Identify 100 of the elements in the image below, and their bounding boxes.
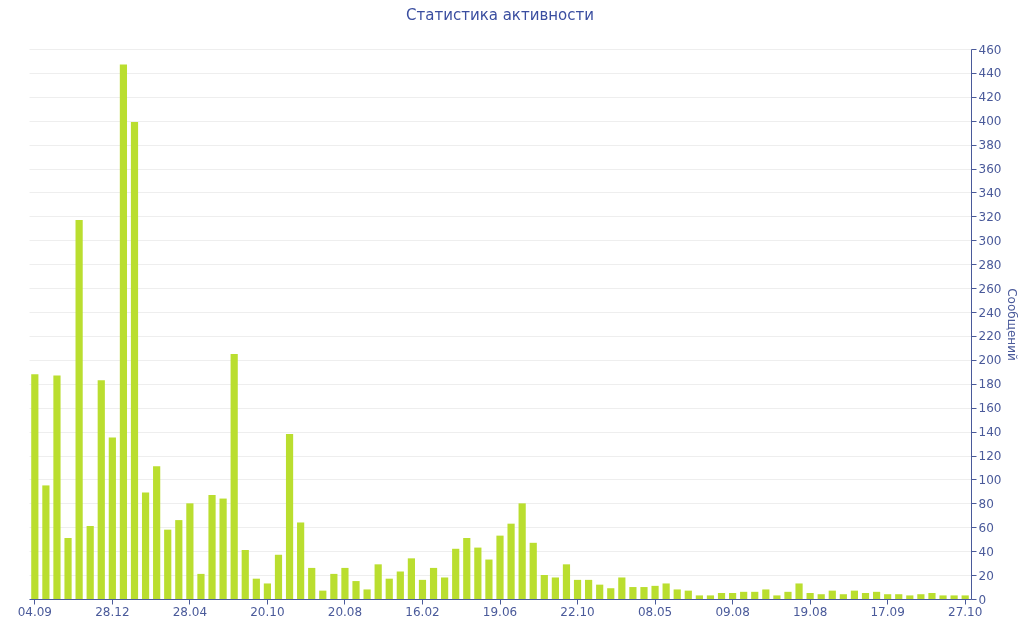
y-tick-label: 0: [978, 592, 987, 607]
bar: [706, 595, 715, 599]
bar: [53, 375, 61, 599]
bar: [141, 492, 150, 599]
bar: [640, 587, 648, 599]
bar: [396, 571, 404, 599]
bar: [130, 121, 139, 599]
bar: [618, 577, 626, 599]
bar: [939, 595, 947, 599]
bar: [208, 494, 216, 599]
bar: [308, 567, 316, 599]
bar: [507, 523, 515, 599]
bar: [717, 593, 726, 599]
bar: [441, 577, 449, 599]
bar: [230, 353, 238, 599]
bar: [906, 595, 914, 599]
bar: [773, 595, 781, 599]
bar: [42, 485, 50, 599]
y-tick-label: 260: [978, 281, 1002, 296]
bar: [108, 437, 116, 599]
bar: [418, 579, 427, 599]
bar: [728, 593, 737, 599]
bar: [673, 589, 681, 599]
bar: [872, 591, 881, 599]
bar: [496, 535, 504, 599]
bar: [97, 380, 105, 599]
y-tick-label: 40: [978, 544, 994, 559]
x-tick-label: 09.08: [715, 604, 750, 619]
bar: [518, 503, 526, 599]
bar: [861, 593, 870, 599]
bar: [64, 538, 72, 599]
bar: [407, 558, 415, 599]
bar: [186, 503, 194, 599]
bar: [651, 585, 659, 599]
bar: [153, 466, 161, 599]
bar: [961, 595, 969, 599]
y-tick-label: 420: [978, 90, 1002, 105]
bar: [551, 577, 559, 599]
bar: [285, 434, 294, 599]
bar: [585, 579, 593, 599]
bar: [363, 589, 371, 599]
bar: [839, 594, 847, 599]
bar: [695, 595, 703, 599]
bar: [374, 564, 382, 599]
bar: [319, 590, 327, 599]
y-tick-label: 120: [978, 449, 1002, 464]
y-tick-label: 460: [978, 42, 1002, 57]
bar: [452, 548, 460, 599]
y-tick-label: 180: [978, 377, 1002, 392]
x-tick-label: 22.10: [560, 604, 595, 619]
bar: [31, 374, 39, 599]
y-tick-label: 360: [978, 162, 1002, 177]
bar: [850, 590, 859, 599]
x-tick-label: 28.04: [172, 604, 208, 619]
x-tick-label: 28.12: [95, 604, 130, 619]
x-tick-label: 16.02: [405, 604, 440, 619]
y-tick-label: 220: [978, 329, 1002, 344]
y-tick-label: 240: [978, 305, 1002, 320]
chart-title: Статистика активности: [406, 6, 594, 24]
bar: [197, 573, 205, 599]
y-tick-label: 280: [978, 257, 1002, 272]
y-tick-label: 140: [978, 425, 1002, 440]
bar: [562, 564, 571, 599]
bar: [828, 590, 836, 599]
bar: [352, 581, 360, 599]
bar: [950, 595, 958, 599]
y-tick-label: 200: [978, 353, 1002, 368]
bar: [429, 567, 438, 599]
bar: [573, 579, 582, 599]
bar: [895, 594, 903, 599]
x-tick-label: 20.10: [250, 604, 285, 619]
bar: [662, 583, 670, 599]
bar: [740, 591, 748, 599]
bar: [806, 593, 814, 599]
y-tick-label: 160: [978, 401, 1002, 416]
x-tick-label: 04.09: [17, 604, 52, 619]
bar: [684, 590, 692, 599]
bar: [86, 526, 94, 599]
y-tick-label: 400: [978, 114, 1002, 129]
x-tick-label: 17.09: [870, 604, 905, 619]
y-tick-label: 340: [978, 185, 1002, 200]
bar: [164, 529, 172, 599]
x-tick-label: 08.05: [637, 604, 673, 619]
bar: [607, 588, 615, 599]
bar: [274, 554, 283, 599]
bar: [596, 584, 604, 599]
bar: [928, 593, 936, 599]
y-tick-label: 300: [978, 233, 1002, 248]
bar: [784, 591, 792, 599]
y-tick-label: 60: [978, 520, 994, 535]
bar: [241, 549, 249, 599]
bar: [540, 575, 548, 599]
bar: [529, 542, 537, 599]
x-tick-label: 27.10: [948, 604, 983, 619]
bar: [252, 578, 260, 599]
bar: [762, 589, 770, 599]
y-tick-label: 320: [978, 209, 1002, 224]
y-tick-label: 440: [978, 66, 1002, 81]
bar: [917, 594, 925, 599]
x-tick-label: 19.06: [482, 604, 518, 619]
